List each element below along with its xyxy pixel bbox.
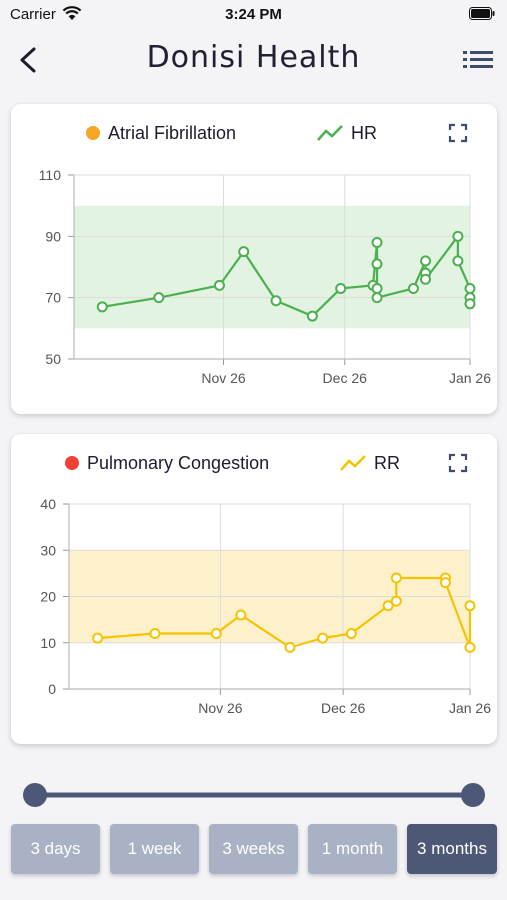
data-point[interactable]: [213, 279, 225, 291]
data-point[interactable]: [210, 628, 222, 639]
tab-3-days[interactable]: 3 days: [11, 824, 100, 874]
pulmonary-chart-card: Pulmonary Congestion RR 0 10 20 30 40 Nov 26 Dec…: [11, 434, 497, 744]
range-tabs: 3 days 1 week 3 weeks 1 month 3 months: [11, 824, 497, 874]
y-tick-label: 70: [45, 290, 61, 306]
list-icon[interactable]: [463, 48, 493, 72]
condition-label: Atrial Fibrillation: [108, 123, 236, 143]
data-point[interactable]: [153, 292, 165, 304]
trend-line-icon: [340, 455, 366, 471]
trend-line-icon: [317, 125, 343, 141]
data-point[interactable]: [371, 258, 383, 270]
normal-range-band: [74, 205, 470, 329]
x-tick-label: Dec 26: [321, 700, 366, 716]
y-tick-label: 10: [40, 635, 56, 651]
data-point[interactable]: [371, 292, 383, 304]
chart-legend: Atrial Fibrillation HR: [86, 123, 377, 143]
x-tick-label: Nov 26: [198, 700, 243, 716]
x-tick-label: Jan 26: [449, 700, 491, 716]
data-point[interactable]: [92, 632, 104, 644]
expand-icon[interactable]: [448, 123, 468, 143]
carrier-label: Carrier: [10, 6, 56, 23]
page-title: Donisi Health: [146, 40, 361, 75]
data-point[interactable]: [452, 230, 464, 242]
x-tick-label: Nov 26: [201, 370, 246, 386]
y-tick-label: 50: [45, 351, 61, 367]
slider-end-handle[interactable]: [461, 783, 485, 807]
app-header: Donisi Health: [0, 28, 507, 92]
data-point[interactable]: [371, 282, 383, 294]
data-point[interactable]: [464, 641, 476, 653]
slider-start-handle[interactable]: [23, 783, 47, 807]
condition-label: Pulmonary Congestion: [87, 453, 269, 473]
condition-indicator-dot: [86, 126, 100, 140]
data-point[interactable]: [284, 641, 296, 653]
y-tick-label: 0: [48, 681, 56, 697]
series-name: RR: [374, 453, 400, 473]
data-point[interactable]: [306, 310, 318, 322]
y-tick-label: 90: [45, 228, 61, 244]
data-point[interactable]: [235, 609, 247, 621]
data-point[interactable]: [452, 255, 464, 267]
rr-chart: Pulmonary Congestion RR 0 10 20 30 40 Nov 26 Dec…: [40, 453, 491, 716]
y-tick-label: 20: [40, 589, 56, 605]
data-point[interactable]: [420, 273, 432, 285]
data-point[interactable]: [149, 628, 161, 639]
y-tick-label: 40: [40, 496, 56, 512]
back-button[interactable]: [14, 42, 44, 78]
tab-1-month[interactable]: 1 month: [308, 824, 397, 874]
data-point[interactable]: [96, 301, 108, 313]
x-tick-label: Dec 26: [323, 370, 368, 386]
data-point[interactable]: [382, 600, 394, 612]
tab-3-weeks[interactable]: 3 weeks: [209, 824, 298, 874]
tab-1-week[interactable]: 1 week: [110, 824, 199, 874]
data-point[interactable]: [335, 282, 347, 294]
data-point[interactable]: [464, 298, 476, 310]
tab-3-months[interactable]: 3 months: [407, 824, 497, 874]
data-point[interactable]: [464, 282, 476, 294]
data-point[interactable]: [464, 600, 476, 612]
wifi-icon: [62, 6, 82, 20]
condition-indicator-dot: [65, 456, 79, 470]
data-point[interactable]: [407, 282, 419, 294]
hr-chart: Atrial Fibrillation HR 50 70 90 110 Nov 26 Dec …: [39, 123, 492, 386]
y-tick-label: 30: [40, 542, 56, 558]
data-point[interactable]: [371, 236, 383, 248]
data-point[interactable]: [439, 577, 451, 589]
date-range-slider[interactable]: [0, 780, 507, 812]
afib-chart-card: Atrial Fibrillation HR 50 70 90 110 Nov 26 Dec …: [11, 104, 497, 414]
x-tick-label: Jan 26: [449, 370, 491, 386]
status-bar: Carrier 3:24 PM: [0, 0, 507, 28]
data-point[interactable]: [238, 246, 250, 258]
data-point[interactable]: [270, 295, 282, 307]
battery-icon: [469, 7, 495, 20]
data-point[interactable]: [345, 628, 357, 639]
data-point[interactable]: [390, 572, 402, 584]
data-point[interactable]: [317, 632, 329, 644]
chart-legend: Pulmonary Congestion RR: [65, 453, 400, 473]
y-tick-label: 110: [39, 167, 62, 183]
data-point[interactable]: [420, 255, 432, 267]
expand-icon[interactable]: [448, 453, 468, 473]
clock: 3:24 PM: [225, 6, 282, 23]
data-point[interactable]: [390, 595, 402, 607]
series-name: HR: [351, 123, 377, 143]
